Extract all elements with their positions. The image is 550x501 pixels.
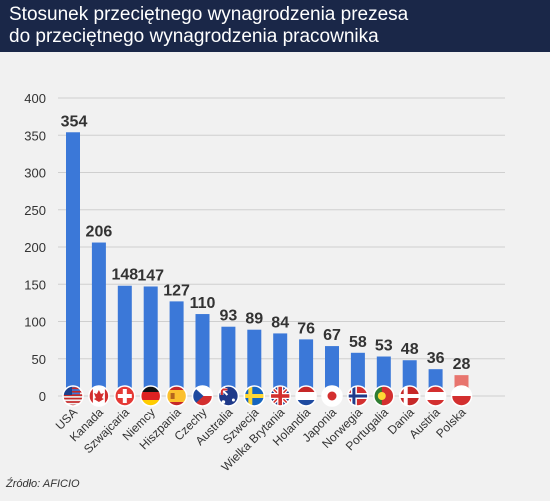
y-tick-0: 0	[39, 389, 46, 404]
bar-japonia	[325, 346, 339, 396]
data-label-japonia: 67	[323, 327, 341, 344]
bar-usa	[66, 132, 80, 396]
data-label-dania: 48	[401, 341, 419, 358]
title-line-2: do przeciętnego wynagrodzenia pracownika	[9, 26, 379, 47]
bar-hiszpania	[169, 301, 184, 396]
data-label-usa: 354	[61, 113, 88, 130]
title-bar: Stosunek przeciętnego wynagrodzenia prez…	[0, 0, 550, 52]
bar-niemcy	[143, 286, 158, 396]
bar-szwecja	[247, 329, 262, 396]
us-flag-icon	[62, 385, 84, 407]
bar-szwajcaria	[117, 285, 132, 396]
dk-flag-icon	[398, 385, 421, 407]
data-label-szwajcaria: 148	[111, 267, 138, 284]
data-label-holandia: 76	[297, 320, 315, 337]
au-flag-icon	[217, 385, 240, 407]
cz-flag-icon	[191, 385, 214, 407]
gb-flag-icon	[269, 385, 291, 407]
flags	[62, 385, 473, 407]
bar-wielka-brytania	[273, 333, 288, 396]
data-label-czechy: 110	[190, 295, 216, 312]
data-label-norwegia: 58	[349, 334, 367, 351]
data-label-australia: 93	[220, 308, 238, 325]
pl-flag-icon	[450, 385, 473, 407]
data-label-niemcy: 147	[137, 267, 164, 284]
ch-flag-icon	[114, 385, 136, 407]
y-tick-250: 250	[24, 203, 46, 218]
y-tick-150: 150	[24, 277, 46, 292]
data-label-wielka-brytania: 84	[271, 314, 289, 331]
bar-australia	[221, 326, 236, 396]
source-note: Źródło: AFICIO	[6, 478, 80, 490]
data-label-portugalia: 53	[375, 338, 393, 355]
y-tick-200: 200	[24, 240, 46, 255]
title-line-1: Stosunek przeciętnego wynagrodzenia prez…	[9, 4, 409, 25]
y-tick-400: 400	[24, 91, 46, 106]
pt-flag-icon	[373, 385, 395, 407]
se-flag-icon	[243, 385, 266, 407]
jp-flag-icon	[321, 385, 343, 407]
bar-czechy	[195, 314, 210, 396]
x-tick-polska: Polska	[433, 405, 469, 441]
bar-kanada	[91, 242, 106, 396]
de-flag-icon	[139, 385, 162, 407]
data-label-szwecja: 89	[245, 311, 263, 328]
bar-holandia	[299, 339, 314, 396]
data-label-hiszpania: 127	[163, 282, 190, 299]
nl-flag-icon	[295, 385, 317, 407]
bars	[66, 132, 469, 396]
grid-lines	[58, 97, 505, 397]
y-tick-100: 100	[24, 315, 46, 330]
y-axis-ticks: 0 50 100 150 200 250 300 350 400	[24, 91, 46, 404]
x-axis-ticks: USAKanadaSzwajcariaNiemcyHiszpaniaCzechy…	[53, 405, 469, 474]
data-label-kanada: 206	[86, 224, 113, 241]
es-flag-icon	[165, 385, 188, 407]
ca-flag-icon	[88, 385, 110, 407]
y-tick-350: 350	[24, 128, 46, 143]
data-label-polska: 28	[453, 356, 471, 373]
y-tick-300: 300	[24, 166, 46, 181]
at-flag-icon	[424, 385, 447, 407]
no-flag-icon	[347, 385, 369, 407]
chart-title: Stosunek przeciętnego wynagrodzenia prez…	[9, 4, 529, 48]
bar-norwegia	[350, 352, 365, 396]
y-tick-50: 50	[32, 352, 46, 367]
data-label-austria: 36	[427, 350, 445, 367]
